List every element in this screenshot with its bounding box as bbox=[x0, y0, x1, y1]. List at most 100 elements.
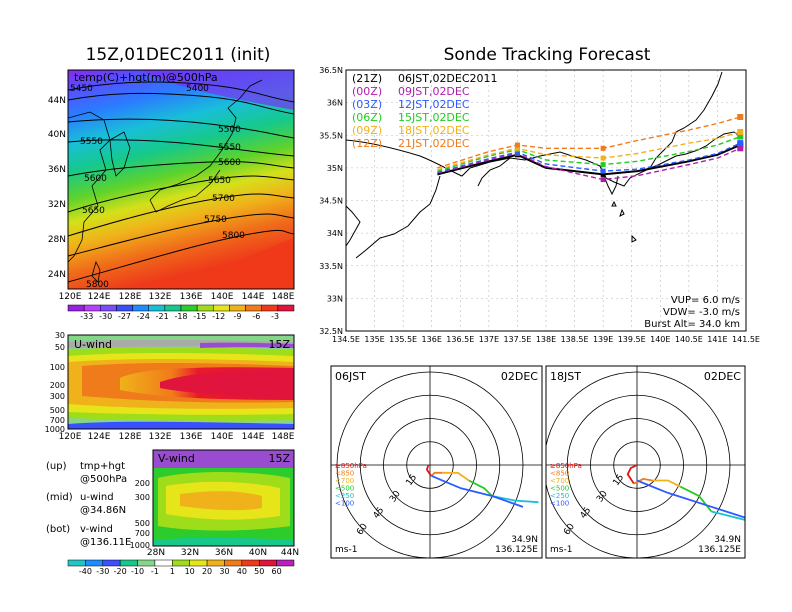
hodo-segment bbox=[711, 510, 745, 521]
temp-colorbar-label: -6 bbox=[252, 312, 260, 321]
lon-tick: 140E bbox=[211, 432, 234, 442]
temp-cold-core bbox=[140, 70, 294, 110]
vwind-top-band bbox=[153, 450, 294, 468]
p-tick: 300 bbox=[50, 392, 65, 401]
track-legend-utc: (03Z) bbox=[352, 98, 382, 111]
wind-colorbar-label: 1 bbox=[170, 567, 175, 576]
track-marker bbox=[514, 145, 520, 151]
legend-line: @500hPa bbox=[80, 474, 127, 485]
track-marker bbox=[600, 168, 606, 174]
track-title: Sonde Tracking Forecast bbox=[444, 45, 651, 65]
hodo-header-left: 06JST bbox=[335, 370, 366, 383]
wind-colorbar-label: 10 bbox=[185, 567, 195, 576]
coast-korea bbox=[109, 131, 131, 177]
wind-colorbar-label: 50 bbox=[254, 567, 264, 576]
hodo-pressure-legend: <100 bbox=[335, 500, 354, 508]
temp-map-frame bbox=[67, 69, 295, 290]
param-burst: Burst Alt= 34.0 km bbox=[644, 319, 740, 330]
track-marker bbox=[600, 177, 606, 183]
lon-tick: 140E bbox=[211, 292, 234, 302]
hodo-pressure-legend: <500 bbox=[335, 485, 354, 493]
track-legend: (21Z) 06JST,02DEC2011 (00Z) 09JST,02DEC … bbox=[352, 72, 498, 150]
track-end-marker bbox=[737, 133, 744, 140]
uwind-plot bbox=[68, 335, 294, 429]
hodo-segment bbox=[431, 475, 524, 508]
track-marker bbox=[600, 145, 606, 151]
lon-tick: 136E bbox=[180, 432, 203, 442]
uwind-time: 15Z bbox=[268, 338, 290, 351]
hodo-location: 136.125E bbox=[698, 545, 741, 555]
hodo-segment bbox=[652, 479, 681, 488]
lon-tick: 128E bbox=[119, 432, 142, 442]
track-lon-ticks: 134.5E 135E 135.5E 136E 136.5E 137E 137.5E 138E… bbox=[332, 335, 760, 344]
param-vup: VUP= 6.0 m/s bbox=[671, 295, 740, 306]
temp-colorbar-swatch bbox=[213, 304, 230, 312]
contour-5450 bbox=[68, 92, 294, 115]
track-lon-tick: 136.5E bbox=[446, 335, 474, 344]
legend-key: (bot) bbox=[46, 524, 70, 535]
hodo2-frame bbox=[545, 365, 746, 559]
param-vdw: VDW= -3.0 m/s bbox=[663, 307, 740, 318]
wind-colorbar-swatch bbox=[67, 559, 86, 567]
track-marker bbox=[514, 142, 520, 148]
coast-japan-south bbox=[149, 169, 221, 213]
lon-tick: 148E bbox=[272, 292, 295, 302]
wind-colorbar-swatch bbox=[206, 559, 225, 567]
hodo-segment bbox=[626, 464, 638, 485]
coast-honshu-west bbox=[346, 139, 471, 177]
temp-colorbar-label: -18 bbox=[174, 312, 187, 321]
vwind-plot bbox=[153, 450, 294, 546]
track-lon-tick: 138.5E bbox=[561, 335, 589, 344]
hodo-header-right: 02DEC bbox=[704, 370, 741, 383]
track-legend-utc: (06Z) bbox=[352, 111, 382, 124]
contour-label: 5650 bbox=[82, 206, 105, 216]
vwind-time: 15Z bbox=[268, 452, 290, 465]
vwind-frame bbox=[152, 449, 295, 547]
wind-colorbar-label: -30 bbox=[96, 567, 109, 576]
lon-tick: 144E bbox=[242, 432, 265, 442]
coast-central bbox=[469, 151, 677, 187]
wind-colorbar-label: 30 bbox=[219, 567, 229, 576]
wind-colorbar-label: 60 bbox=[272, 567, 282, 576]
track-frame-outline bbox=[345, 69, 747, 332]
track-legend-utc: (21Z) bbox=[352, 72, 382, 85]
contour-label: 5500 bbox=[218, 125, 241, 135]
lat-tick: 44N bbox=[281, 548, 299, 558]
track-lat-tick: 34N bbox=[327, 229, 343, 238]
lon-tick: 132E bbox=[149, 432, 172, 442]
temp-colorbar-label: -3 bbox=[271, 312, 279, 321]
hodo-segment bbox=[425, 464, 433, 477]
lat-tick: 40N bbox=[249, 548, 267, 558]
temp-map-label: temp(C)+hgt(m)@500hPa bbox=[74, 71, 218, 84]
wind-colorbar-swatch bbox=[102, 559, 121, 567]
hodo-pressure-legend: <250 bbox=[335, 492, 354, 500]
temp-map-plot bbox=[68, 70, 294, 289]
wind-colorbar-swatch bbox=[189, 559, 208, 567]
track-legend-utc: (12Z) bbox=[352, 137, 382, 150]
p-tick: 100 bbox=[50, 363, 65, 372]
wind-colorbar-label: -40 bbox=[79, 567, 92, 576]
temp-colorbar-swatch bbox=[83, 304, 101, 312]
contour-5400 bbox=[68, 81, 294, 103]
track-lon-tick: 137.5E bbox=[503, 335, 531, 344]
track-lon-tick: 135.5E bbox=[389, 335, 417, 344]
p-tick: 1000 bbox=[45, 425, 65, 434]
track-lon-tick: 138E bbox=[536, 335, 556, 344]
contour-label: 5550 bbox=[218, 143, 241, 153]
p-tick: 200 bbox=[135, 479, 150, 488]
temp-colorbar-label: -9 bbox=[234, 312, 242, 321]
coast-asia bbox=[68, 111, 111, 263]
track-legend-jst: 21JST,02DEC bbox=[398, 137, 470, 150]
temp-colorbar-swatch bbox=[261, 304, 279, 312]
track-end-marker bbox=[737, 140, 744, 147]
lat-tick: 36N bbox=[48, 165, 66, 175]
track-legend-jst: 12JST,02DEC bbox=[398, 98, 470, 111]
lat-tick: 32N bbox=[48, 200, 66, 210]
hodo-pressure-legend: <100 bbox=[550, 500, 569, 508]
p-tick: 30 bbox=[55, 331, 65, 340]
temp-colorbar-swatch bbox=[277, 304, 295, 312]
track-legend-jst: 09JST,02DEC bbox=[398, 85, 470, 98]
